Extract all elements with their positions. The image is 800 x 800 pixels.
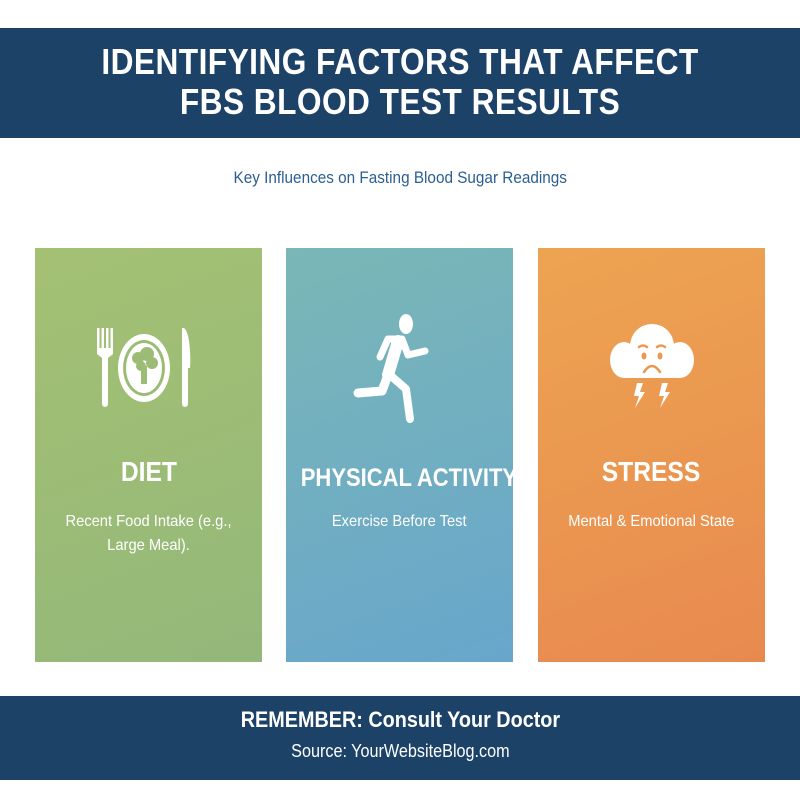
source-text: Source: YourWebsiteBlog.com	[290, 741, 510, 761]
title-line-1: IDENTIFYING FACTORS THAT AFFECT	[101, 41, 699, 82]
reminder-text: REMEMBER: Consult Your Doctor	[240, 707, 560, 732]
subtitle: Key Influences on Fasting Blood Sugar Re…	[233, 168, 567, 187]
card-title: PHYSICAL ACTIVITY	[300, 464, 518, 492]
plate-fork-knife-icon	[35, 308, 262, 428]
stressed-cloud-lightning-icon	[538, 308, 765, 428]
card-diet: DIET Recent Food Intake (e.g., Large Mea…	[35, 248, 262, 662]
page-header: IDENTIFYING FACTORS THAT AFFECT FBS BLOO…	[0, 28, 800, 138]
page-footer: REMEMBER: Consult Your Doctor Source: Yo…	[0, 696, 800, 780]
card-description: Exercise Before Test	[332, 513, 467, 530]
card-stress: STRESS Mental & Emotional State	[538, 248, 765, 662]
card-description: Mental & Emotional State	[568, 513, 735, 530]
running-person-icon	[286, 308, 513, 428]
card-physical-activity: PHYSICAL ACTIVITY Exercise Before Test	[286, 248, 518, 662]
card-title: DIET	[120, 456, 177, 487]
card-title: STRESS	[602, 456, 701, 487]
card-description: Recent Food Intake (e.g., Large Meal).	[65, 513, 232, 554]
title-line-2: FBS BLOOD TEST RESULTS	[179, 81, 621, 122]
